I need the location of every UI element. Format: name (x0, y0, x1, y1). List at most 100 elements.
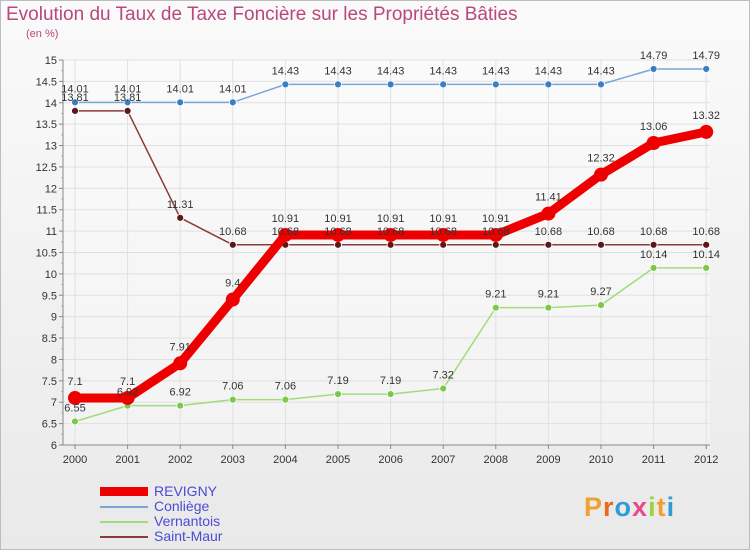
data-point-revigny (488, 227, 503, 242)
data-label-conliege: 14.43 (429, 65, 457, 77)
data-label-vernantois: 7.19 (327, 375, 348, 387)
y-tick-label: 11.5 (36, 205, 57, 217)
y-tick-label: 7 (51, 397, 57, 409)
y-tick-label: 9.5 (42, 290, 57, 302)
data-point-conliege (334, 80, 342, 89)
data-label-saint-maur: 11.31 (167, 199, 194, 211)
data-label-conliege: 14.79 (640, 50, 668, 62)
data-label-conliege: 14.01 (166, 83, 194, 95)
data-label-revigny: 7.1 (67, 376, 82, 388)
data-point-revigny (594, 167, 608, 182)
data-label-saint-maur: 10.68 (324, 226, 352, 238)
data-label-conliege: 14.01 (61, 83, 89, 95)
data-point-saint-maur (334, 240, 342, 249)
data-label-revigny: 9.4 (225, 278, 240, 290)
data-label-vernantois: 9.21 (538, 289, 559, 301)
data-point-conliege (439, 80, 448, 89)
data-point-saint-maur (649, 240, 658, 249)
x-tick-label: 2004 (273, 454, 297, 466)
data-point-saint-maur (123, 107, 132, 115)
data-label-conliege: 14.79 (692, 50, 720, 62)
data-label-revigny: 12.32 (587, 153, 615, 165)
x-tick-label: 2003 (221, 454, 245, 466)
x-tick-label: 2007 (431, 454, 455, 466)
data-point-saint-maur (71, 107, 79, 115)
data-label-conliege: 14.01 (114, 83, 142, 95)
data-point-revigny (278, 227, 293, 242)
data-point-saint-maur (491, 240, 500, 249)
legend-item-revigny: REVIGNY (100, 484, 300, 499)
data-point-vernantois (544, 303, 553, 312)
data-point-vernantois (702, 263, 711, 272)
proxiti-logo: Proxiti (584, 492, 675, 523)
data-point-vernantois (228, 395, 237, 404)
data-label-vernantois: 6.55 (64, 402, 85, 414)
y-tick-label: 6 (51, 440, 57, 452)
x-tick-label: 2001 (115, 454, 139, 466)
data-point-conliege (123, 98, 132, 107)
data-label-vernantois: 6.92 (169, 387, 190, 399)
data-label-vernantois: 7.32 (432, 370, 453, 382)
data-label-saint-maur: 10.68 (587, 226, 615, 238)
x-tick-label: 2012 (694, 454, 718, 466)
chart-title: Evolution du Taux de Taxe Foncière sur l… (6, 4, 518, 25)
legend-item-conliege: Conliège (100, 499, 300, 514)
legend: REVIGNY Conliège Vernantois Saint-Maur (100, 484, 300, 544)
data-label-vernantois: 10.14 (692, 249, 720, 261)
data-point-conliege (597, 80, 605, 89)
data-label-conliege: 14.01 (219, 83, 247, 95)
x-tick-label: 2010 (589, 454, 613, 466)
grid-lines (63, 59, 710, 446)
data-point-vernantois (71, 417, 79, 426)
data-label-revigny: 11.41 (535, 192, 562, 204)
legend-swatch-vernantois (100, 521, 148, 523)
data-point-revigny (173, 356, 188, 371)
data-point-vernantois (281, 395, 290, 404)
y-tick-label: 13.5 (36, 119, 57, 131)
data-label-saint-maur: 10.68 (429, 226, 457, 238)
x-tick-label: 2009 (536, 454, 560, 466)
data-point-revigny (225, 292, 240, 307)
data-label-conliege: 14.43 (377, 65, 405, 77)
y-tick-label: 11 (46, 226, 57, 238)
data-label-vernantois: 6.92 (117, 387, 138, 399)
data-label-saint-maur: 10.68 (692, 226, 720, 238)
data-point-conliege (281, 80, 290, 89)
data-point-conliege (176, 98, 185, 107)
data-point-revigny (541, 206, 556, 221)
x-tick-label: 2008 (484, 454, 508, 466)
legend-label-vernantois: Vernantois (154, 513, 221, 529)
data-label-revigny: 10.91 (429, 213, 457, 225)
legend-item-saint-maur: Saint-Maur (100, 529, 300, 544)
data-point-vernantois (597, 301, 605, 310)
data-point-conliege (491, 80, 500, 89)
legend-item-vernantois: Vernantois (100, 514, 300, 529)
y-tick-label: 10.5 (36, 248, 57, 260)
legend-label-conliege: Conliège (154, 498, 210, 514)
data-label-vernantois: 10.14 (640, 249, 668, 261)
data-label-conliege: 14.43 (272, 65, 300, 77)
data-label-conliege: 14.43 (535, 65, 563, 77)
data-label-saint-maur: 10.68 (640, 226, 668, 238)
data-point-revigny (120, 390, 135, 405)
y-tick-label: 7.5 (42, 376, 57, 388)
data-point-vernantois (439, 384, 448, 393)
legend-label-revigny: REVIGNY (154, 483, 218, 499)
data-label-revigny: 13.06 (640, 121, 668, 133)
y-tick-label: 15 (45, 55, 57, 67)
logo-letter: P (584, 492, 604, 522)
y-tick-label: 8.5 (42, 333, 57, 345)
data-label-conliege: 14.43 (324, 65, 352, 77)
data-label-vernantois: 9.27 (590, 286, 611, 298)
data-label-conliege: 14.43 (587, 65, 615, 77)
data-label-saint-maur: 10.68 (272, 226, 300, 238)
data-point-vernantois (176, 401, 185, 410)
data-label-vernantois: 9.21 (485, 289, 506, 301)
data-point-conliege (386, 80, 395, 89)
y-tick-label: 8 (51, 354, 57, 366)
logo-letter: i (666, 492, 676, 522)
data-label-revigny: 7.1 (120, 376, 135, 388)
data-point-vernantois (386, 390, 395, 398)
